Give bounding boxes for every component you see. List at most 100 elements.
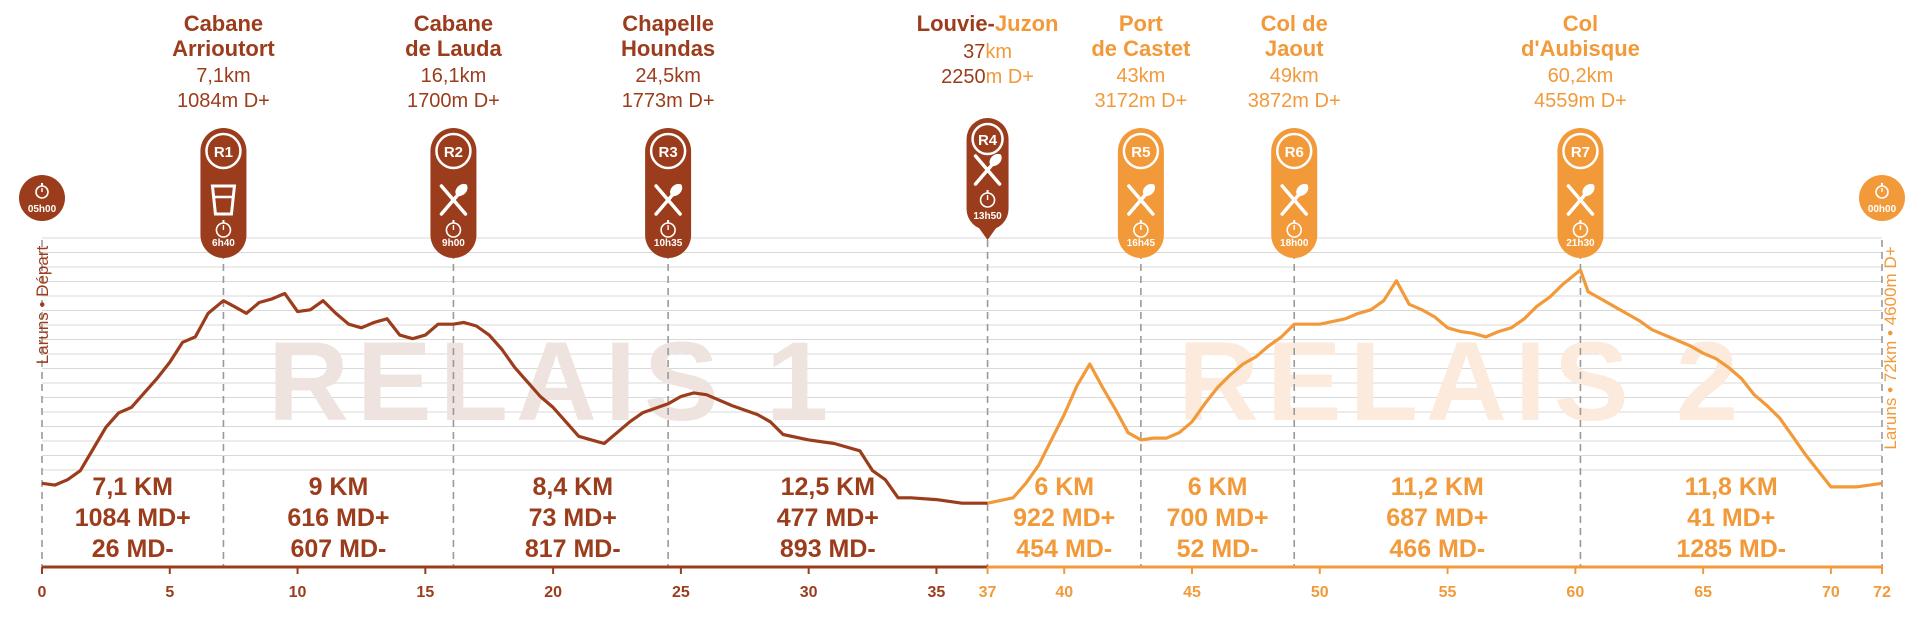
segment-elevation-loss: 454 MD- [1016, 535, 1112, 563]
relay-id: R3 [659, 144, 678, 161]
relay-distance: 24,5km [635, 65, 701, 87]
relay-distance: 43km [1116, 65, 1165, 87]
relay-pin-r2: R2 9h00 [430, 128, 477, 258]
relay-distance: 16,1km [421, 65, 487, 87]
x-tick-label: 0 [38, 584, 47, 601]
relay-guide-lines [41, 240, 1883, 567]
fork-head-icon [989, 153, 1002, 167]
relay-distance-unit: km [985, 41, 1012, 63]
segment-elevation-loss: 26 MD- [92, 535, 174, 563]
segment-elevation-loss: 607 MD- [291, 535, 387, 563]
relay-name-line-2: Arrioutort [172, 36, 275, 61]
relay-elevation-unit: m D+ [986, 66, 1034, 88]
fork-head-icon [670, 183, 683, 197]
relay-elevation: 3172m D+ [1094, 90, 1187, 112]
segment-distance: 7,1 KM [92, 473, 173, 501]
segment-elevation-gain: 700 MD+ [1166, 504, 1268, 532]
relay-badge [1122, 132, 1160, 170]
segment-distance: 12,5 KM [781, 473, 875, 501]
segment-distance: 11,2 KM [1391, 473, 1484, 501]
relay-badge [205, 132, 242, 170]
segment-elevation-loss: 1285 MD- [1676, 535, 1786, 563]
relay-name-line-1: Col de [1261, 11, 1328, 36]
relay-pin-r1: R1 6h40 [200, 128, 247, 258]
finish-label-part: 72km [1881, 341, 1900, 387]
x-axis: 0 5 10 15 20 25 30 35 37 40 45 50 55 60 65 70 72 [38, 565, 1891, 601]
relay-pin-r4: R4 13h50 [966, 118, 1009, 240]
segment-distance: 6 KM [1034, 473, 1094, 501]
watermark-relais-2: RELAIS 2 [1178, 319, 1746, 444]
x-tick-label: 70 [1822, 584, 1840, 601]
relay-capsule [1557, 128, 1604, 258]
relay-badge [971, 122, 1004, 156]
elevation-profile [41, 268, 1883, 505]
segment-elevation-gain: 41 MD+ [1687, 504, 1775, 532]
segment-elevation-loss: 893 MD- [780, 535, 876, 563]
relay-time: 18h00 [1280, 238, 1309, 249]
relay-pointer [977, 226, 998, 240]
relay-id: R6 [1285, 144, 1304, 161]
watermarks: RELAIS 1 RELAIS 2 [268, 319, 1746, 444]
relay-name-part: Louvie- [917, 11, 995, 36]
relay-capsule [430, 128, 477, 258]
relay-id: R2 [444, 144, 463, 161]
finish-label-part: 4600m D+ [1881, 246, 1900, 330]
relay-time: 16h45 [1127, 238, 1156, 249]
time-badge-label: 05h00 [28, 204, 57, 215]
watermark-relais-1: RELAIS 1 [268, 319, 836, 444]
x-tick-label: 10 [289, 584, 307, 601]
relay-time: 13h50 [973, 211, 1002, 222]
segment-elevation-loss: 817 MD- [525, 535, 621, 563]
relay-badge [1562, 132, 1599, 170]
relay-elevation: 4559m D+ [1534, 90, 1627, 112]
relay-pin-r5: R5 16h45 [1117, 128, 1164, 258]
relay-time: 21h30 [1566, 238, 1595, 249]
relay-capsule [966, 118, 1009, 230]
relay-pin-r3: R3 10h35 [645, 128, 692, 258]
x-tick-label: 37 [979, 584, 997, 601]
relay-name-line-2: Jaout [1265, 36, 1324, 61]
finish-label-part: • [1881, 387, 1900, 398]
relay-pin-r7: R7 21h30 [1557, 128, 1604, 258]
start-label: Laruns • Départ [33, 246, 52, 365]
relay-distance: 60,2km [1548, 65, 1614, 87]
relay-badge [1275, 132, 1313, 170]
relay-pins: R1 6h40 R2 9h00 R3 10h35 R4 13h50 R5 16h45 R6 18h00… [19, 118, 1905, 258]
x-tick-label: 35 [928, 584, 946, 601]
fork-head-icon [1296, 183, 1309, 197]
relay-time: 9h00 [442, 238, 465, 249]
relay-name-line-2: de Castet [1091, 36, 1191, 61]
finish-label: Laruns • 72km • 4600m D+ [1881, 246, 1900, 449]
relay-capsule [1271, 128, 1318, 258]
x-tick-label: 60 [1566, 584, 1584, 601]
gridlines [42, 237, 1882, 471]
relay-pin-r6: R6 18h00 [1271, 128, 1318, 258]
x-tick-label: 55 [1439, 584, 1457, 601]
segment-distance: 11,8 KM [1685, 473, 1778, 501]
relay-badge [435, 132, 472, 170]
x-tick-label: 40 [1055, 584, 1073, 601]
relay-elevation: 1773m D+ [622, 90, 715, 112]
start-label-part: • [33, 302, 52, 313]
fork-head-icon [455, 183, 468, 197]
relay-name-line-1: Chapelle [622, 11, 714, 36]
segment-elevation-gain: 73 MD+ [529, 504, 617, 532]
relay-distance: 49km [1270, 65, 1319, 87]
x-tick-label: 45 [1183, 584, 1201, 601]
profile-line-leg-2 [987, 268, 1883, 505]
relay-badge [649, 132, 687, 170]
segment-elevation-gain: 687 MD+ [1386, 504, 1488, 532]
relay-name-line-1: Col [1563, 11, 1598, 36]
segment-elevation-loss: 52 MD- [1177, 535, 1259, 563]
segment-elevation-loss: 466 MD- [1389, 535, 1485, 563]
relay-elevation: 1084m D+ [177, 90, 270, 112]
x-tick-label: 65 [1694, 584, 1712, 601]
time-badge-label: 00h00 [1868, 204, 1897, 215]
relay-capsule [200, 128, 247, 258]
